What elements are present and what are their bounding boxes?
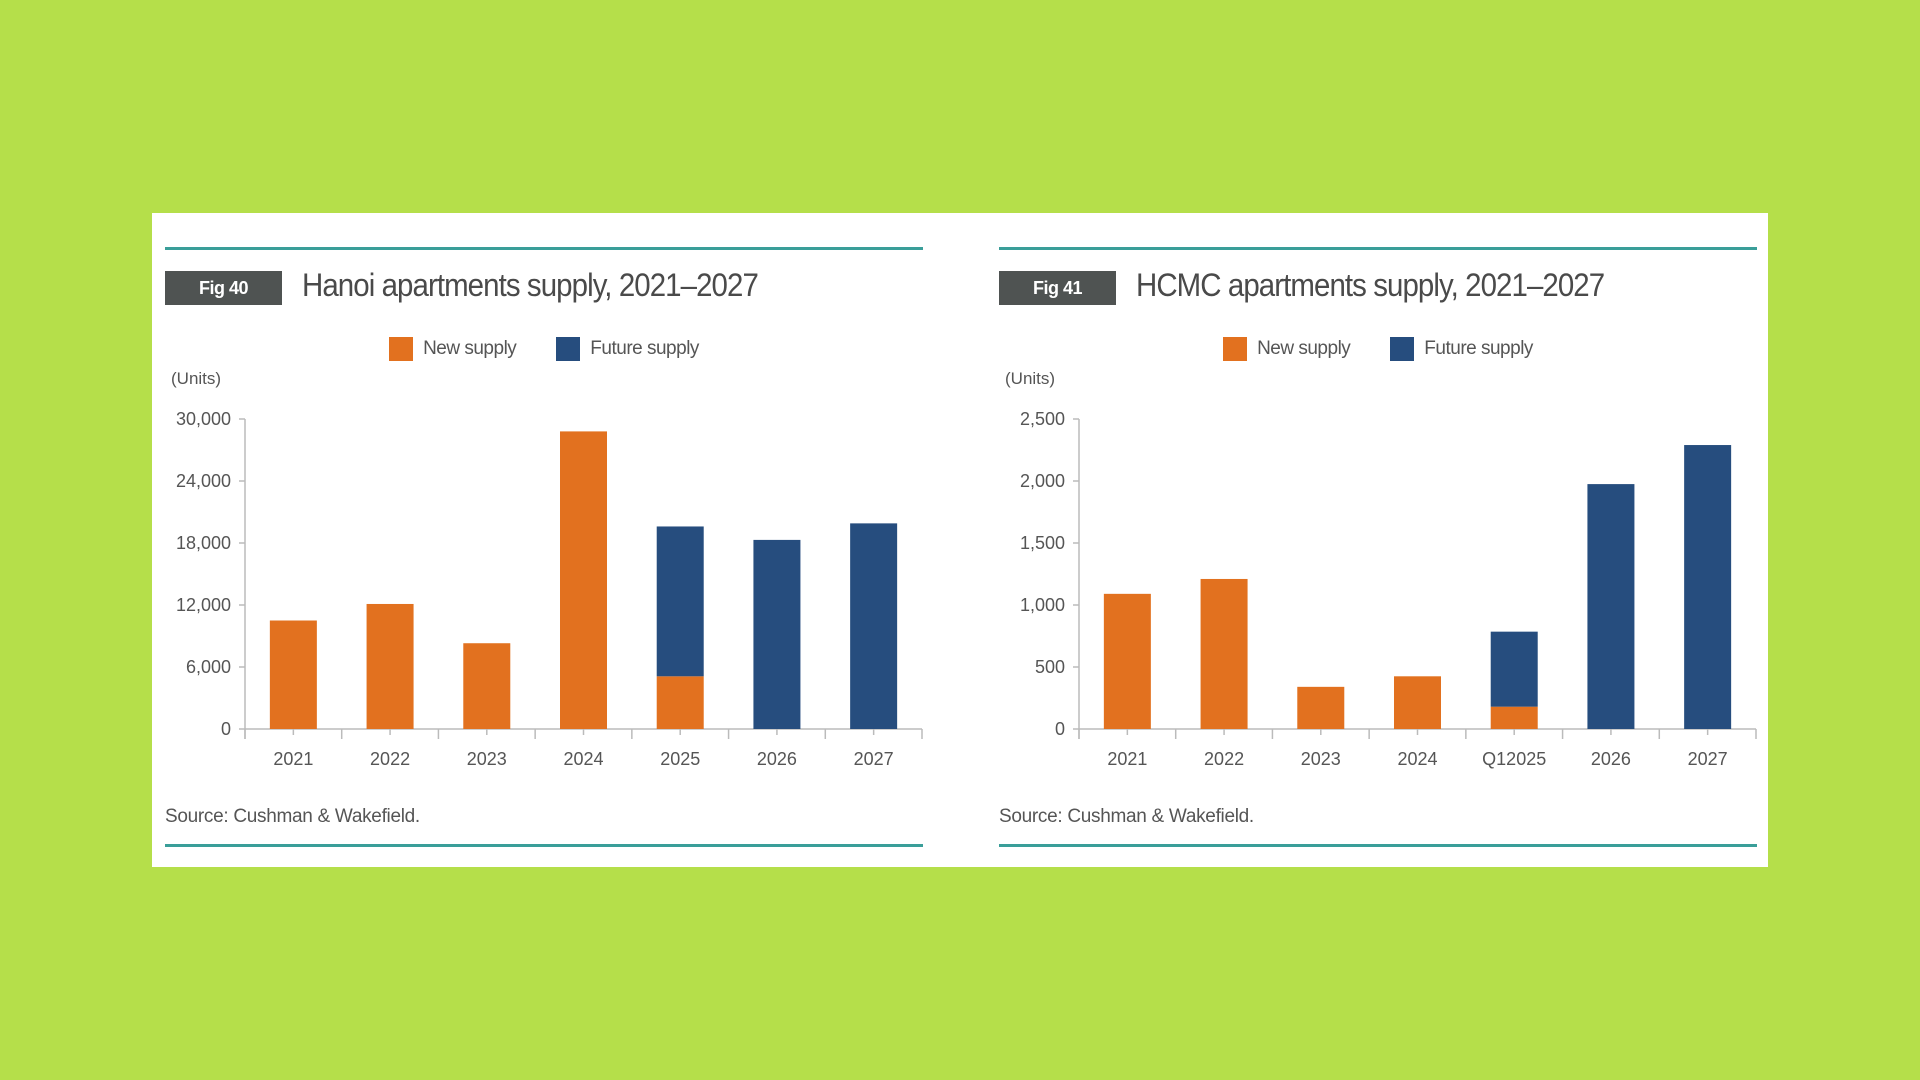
fig-badge: Fig 41 xyxy=(999,271,1116,305)
x-tick-label: 2024 xyxy=(1397,749,1437,769)
bar-new-supply-q12025 xyxy=(1490,706,1538,729)
y-tick-label: 18,000 xyxy=(176,533,231,553)
bar-future-supply-2027 xyxy=(1684,445,1732,729)
bar-new-supply-2021 xyxy=(269,620,317,729)
legend-label: New supply xyxy=(1257,338,1351,359)
legend-label: New supply xyxy=(423,338,517,359)
bar-chart-hcmc: 0 500 1,000 1,500 2,000 2,500 2021 2022 2023 2024… xyxy=(1020,409,1757,769)
top-rule xyxy=(999,247,1757,250)
bottom-rule xyxy=(999,844,1757,847)
figure-hcmc: Fig 41 HCMC apartments supply, 2021–2027… xyxy=(999,213,1757,867)
bar-new-supply-2023 xyxy=(463,643,511,729)
x-tick-label: 2021 xyxy=(1107,749,1147,769)
bar-new-supply-2023 xyxy=(1297,686,1345,729)
bar-new-supply-2022 xyxy=(366,603,414,729)
legend-item-future-supply: Future supply xyxy=(556,337,699,361)
x-tick-label: 2027 xyxy=(854,749,894,769)
y-tick-label: 6,000 xyxy=(186,657,231,677)
bar-future-supply-q12025 xyxy=(1490,631,1538,707)
chart-title: Hanoi apartments supply, 2021–2027 xyxy=(302,267,759,303)
legend-item-new-supply: New supply xyxy=(389,337,517,361)
x-tick-label: 2023 xyxy=(467,749,507,769)
x-tick-label: Q12025 xyxy=(1482,749,1546,769)
y-tick-label: 0 xyxy=(1055,719,1065,739)
x-tick-label: 2026 xyxy=(1591,749,1631,769)
x-tick-label: 2023 xyxy=(1301,749,1341,769)
y-tick-label: 30,000 xyxy=(176,409,231,429)
x-tick-label: 2025 xyxy=(660,749,700,769)
x-tick-label: 2027 xyxy=(1688,749,1728,769)
y-axis-units: (Units) xyxy=(171,369,222,388)
source-note: Source: Cushman & Wakefield. xyxy=(165,806,420,827)
y-tick-label: 2,000 xyxy=(1020,471,1065,491)
legend-swatch-new xyxy=(1223,337,1248,361)
top-rule xyxy=(165,247,923,250)
y-tick-label: 2,500 xyxy=(1020,409,1065,429)
y-tick-label: 1,000 xyxy=(1020,595,1065,615)
legend-swatch-future xyxy=(1390,337,1415,361)
bottom-rule xyxy=(165,844,923,847)
chart-title: HCMC apartments supply, 2021–2027 xyxy=(1136,267,1605,303)
legend-label: Future supply xyxy=(1424,338,1533,359)
x-tick-label: 2026 xyxy=(757,749,797,769)
x-tick-label: 2022 xyxy=(370,749,410,769)
figure-hanoi: Fig 40 Hanoi apartments supply, 2021–202… xyxy=(165,213,923,867)
bar-future-supply-2026 xyxy=(753,539,801,729)
y-tick-label: 500 xyxy=(1035,657,1065,677)
bar-chart-hanoi: 0 6,000 12,000 18,000 24,000 30,000 2021 2022 20… xyxy=(176,409,923,769)
x-tick-label: 2022 xyxy=(1204,749,1244,769)
legend: New supply Future supply xyxy=(165,337,923,361)
y-tick-label: 24,000 xyxy=(176,471,231,491)
bar-future-supply-2027 xyxy=(850,523,898,729)
bar-future-supply-2025 xyxy=(656,526,704,677)
y-tick-label: 0 xyxy=(221,719,231,739)
legend-label: Future supply xyxy=(590,338,699,359)
legend-item-new-supply: New supply xyxy=(1223,337,1351,361)
y-tick-label: 1,500 xyxy=(1020,533,1065,553)
y-axis-units: (Units) xyxy=(1005,369,1056,388)
bar-new-supply-2024 xyxy=(1394,676,1441,729)
legend: New supply Future supply xyxy=(999,337,1757,361)
fig-badge: Fig 40 xyxy=(165,271,282,305)
source-note: Source: Cushman & Wakefield. xyxy=(999,806,1254,827)
bar-new-supply-2024 xyxy=(560,431,607,729)
report-panel: Fig 40 Hanoi apartments supply, 2021–202… xyxy=(152,213,1768,867)
x-tick-label: 2024 xyxy=(563,749,603,769)
bar-new-supply-2021 xyxy=(1103,593,1151,729)
y-tick-label: 12,000 xyxy=(176,595,231,615)
bar-future-supply-2026 xyxy=(1587,484,1635,729)
bar-new-supply-2022 xyxy=(1200,578,1248,729)
x-tick-label: 2021 xyxy=(273,749,313,769)
legend-item-future-supply: Future supply xyxy=(1390,337,1533,361)
bar-new-supply-2025 xyxy=(656,676,704,729)
legend-swatch-new xyxy=(389,337,414,361)
legend-swatch-future xyxy=(556,337,581,361)
